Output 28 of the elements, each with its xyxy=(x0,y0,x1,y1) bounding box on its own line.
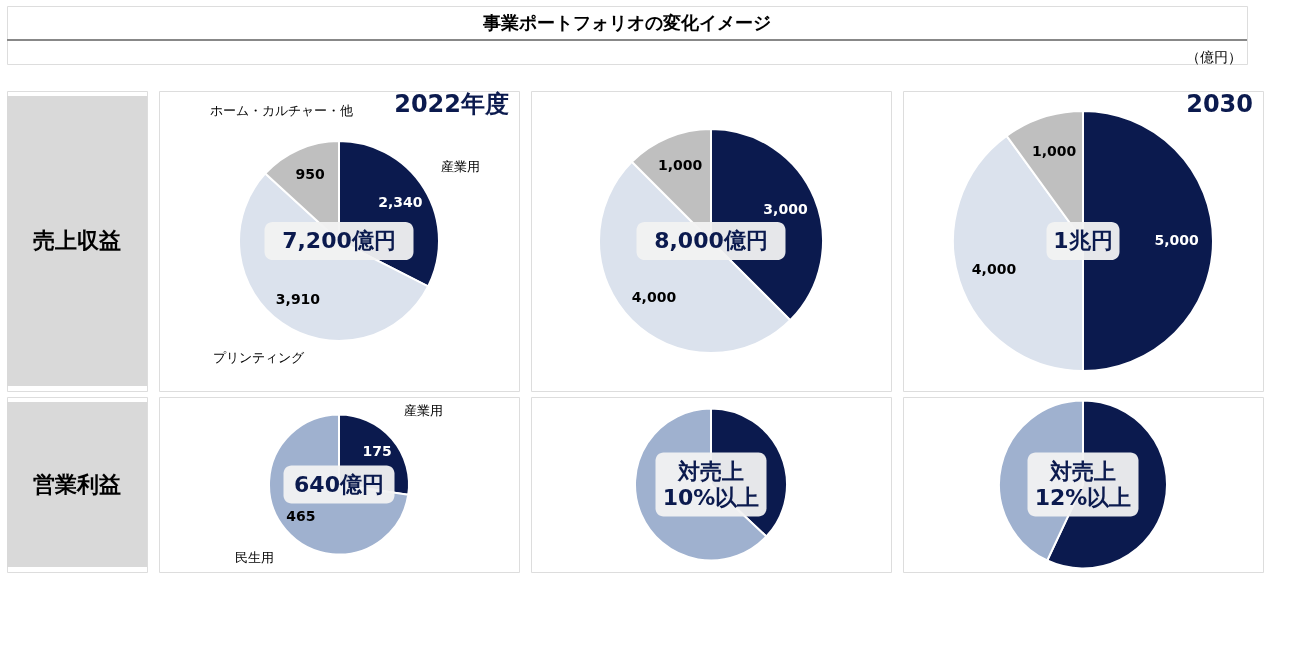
slice-label: 産業用 xyxy=(404,403,444,419)
text: 売上収益 xyxy=(33,228,121,253)
data-label: 1,000 xyxy=(1031,142,1077,159)
data-label: 2,340 xyxy=(378,194,423,211)
text: 8,000億円 xyxy=(654,228,768,253)
slice-label: 民生用 xyxy=(234,549,274,565)
text: 営業利益 xyxy=(33,471,121,497)
data-label: 175 xyxy=(362,442,392,459)
text: 対売上 10%以上 xyxy=(662,458,760,510)
slice-label: ホーム・カルチャー・他 xyxy=(210,103,354,119)
chart-title: 2022年度 xyxy=(394,90,509,118)
text: 640億円 xyxy=(294,471,384,497)
data-label: 4,000 xyxy=(971,260,1017,277)
text: 事業ポートフォリオの変化イメージ xyxy=(482,12,771,33)
data-label: 465 xyxy=(286,508,316,525)
text: （億円） xyxy=(1186,49,1242,65)
slice-label: プリンティング xyxy=(212,349,305,365)
data-label: 3,000 xyxy=(763,201,808,218)
slice-label: 産業用 xyxy=(440,158,480,174)
chart-title: 2030 xyxy=(1186,90,1253,118)
text: 1兆円 xyxy=(1053,228,1113,253)
data-label: 3,910 xyxy=(275,291,321,308)
text: 7,200億円 xyxy=(282,228,396,253)
data-label: 950 xyxy=(295,166,325,183)
data-label: 4,000 xyxy=(631,289,677,306)
data-label: 1,000 xyxy=(657,157,703,174)
data-label: 5,000 xyxy=(1154,232,1199,248)
text: 対売上 12%以上 xyxy=(1034,458,1132,510)
